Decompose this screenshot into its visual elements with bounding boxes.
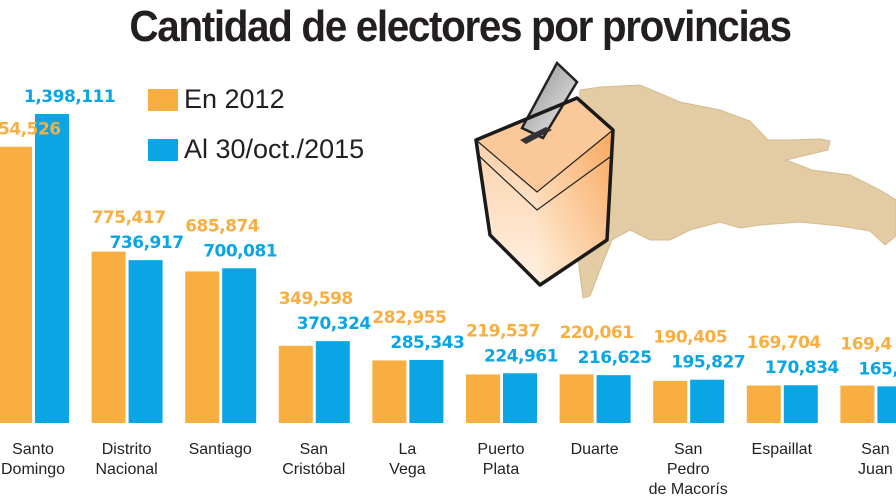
legend-item-2012: En 2012 [148, 84, 285, 115]
value-label-2012: 220,061 [560, 323, 634, 343]
ballot-box-icon [474, 60, 615, 287]
value-label-2012: 190,405 [653, 328, 727, 348]
category-label: Distrito [102, 441, 152, 458]
category-label: Nacional [95, 461, 157, 478]
value-label-2015: 165,8 [858, 359, 896, 379]
bar-2012 [746, 385, 781, 423]
bar-2015 [222, 268, 257, 423]
legend-label: Al 30/oct./2015 [184, 134, 365, 164]
value-label-2012: 54,526 [0, 120, 61, 140]
value-label-2015: 170,834 [765, 358, 840, 378]
chart-title: Cantidad de electores por provincias [129, 2, 792, 51]
category-label: Santiago [189, 441, 252, 458]
bar-2012 [559, 374, 594, 423]
bar-2012 [466, 374, 500, 423]
category-label: Espaillat [752, 441, 813, 458]
category-label: Pedro [667, 461, 710, 478]
bar-2015 [35, 114, 69, 423]
category-label: Duarte [571, 441, 619, 458]
category-label: Santo [12, 441, 54, 458]
bar-2015 [315, 341, 350, 423]
category-label: La [399, 441, 417, 458]
value-label-2015: 216,625 [578, 348, 652, 368]
category-label: Juan [858, 461, 893, 478]
bar-2012 [0, 146, 32, 423]
legend-swatch-orange [148, 88, 178, 111]
value-label-2012: 282,955 [372, 308, 446, 328]
value-label-2015: 195,827 [671, 353, 745, 373]
value-label-2012: 169,4 [840, 334, 892, 354]
category-label: San [300, 441, 328, 458]
legend-swatch-blue [148, 138, 178, 161]
bar-2015 [877, 386, 896, 423]
value-label-2015: 285,343 [390, 333, 464, 353]
bar-2015 [783, 385, 818, 423]
bar-2015 [596, 375, 631, 423]
category-label: San [674, 441, 702, 458]
value-label-2015: 1,398,111 [24, 87, 115, 107]
bar-2012 [653, 380, 688, 423]
bar-2015 [690, 379, 725, 423]
bar-2015 [503, 373, 537, 423]
bar-2012 [372, 360, 407, 423]
value-label-2012: 349,598 [279, 289, 353, 309]
category-label: Vega [389, 461, 426, 478]
bar-2012 [840, 385, 875, 423]
legend-label: En 2012 [184, 84, 285, 114]
bar-2015 [409, 359, 444, 423]
value-label-2015: 370,324 [297, 314, 372, 334]
value-label-2015: 224,961 [484, 346, 558, 366]
bar-2012 [91, 251, 126, 423]
value-label-2015: 736,917 [110, 233, 184, 253]
value-label-2012: 169,704 [747, 333, 822, 353]
dominican-republic-map [576, 84, 896, 299]
bar-2012 [278, 345, 313, 423]
value-label-2012: 775,417 [92, 208, 166, 228]
category-label: Cristóbal [282, 461, 345, 478]
value-label-2012: 685,874 [185, 216, 260, 236]
category-label: Plata [483, 461, 520, 478]
category-label: Puerto [477, 441, 524, 458]
category-label: San [861, 441, 889, 458]
bar-2015 [128, 260, 163, 423]
category-label: de Macorís [649, 481, 728, 498]
value-label-2012: 219,537 [466, 321, 540, 341]
legend-item-2015: Al 30/oct./2015 [148, 134, 364, 165]
bar-2012 [185, 271, 220, 423]
category-label: Domingo [1, 461, 65, 478]
value-label-2015: 700,081 [203, 241, 277, 261]
